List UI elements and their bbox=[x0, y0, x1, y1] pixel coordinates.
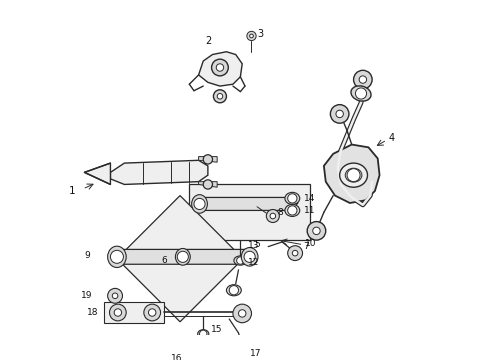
Polygon shape bbox=[196, 197, 298, 211]
Text: 12: 12 bbox=[248, 258, 259, 267]
Text: 14: 14 bbox=[303, 194, 315, 203]
Circle shape bbox=[359, 76, 367, 83]
Text: 10: 10 bbox=[305, 239, 317, 248]
Circle shape bbox=[313, 227, 320, 235]
Circle shape bbox=[217, 94, 223, 99]
Text: 7: 7 bbox=[303, 242, 309, 251]
Polygon shape bbox=[198, 182, 217, 187]
Circle shape bbox=[347, 169, 360, 182]
Ellipse shape bbox=[108, 246, 126, 267]
Circle shape bbox=[199, 330, 207, 338]
Circle shape bbox=[109, 304, 126, 321]
Circle shape bbox=[214, 90, 226, 103]
Circle shape bbox=[233, 304, 251, 323]
Circle shape bbox=[177, 251, 188, 262]
Circle shape bbox=[186, 349, 193, 356]
Ellipse shape bbox=[240, 345, 248, 356]
Text: 9: 9 bbox=[84, 251, 90, 260]
Ellipse shape bbox=[345, 168, 362, 182]
Text: 4: 4 bbox=[389, 133, 395, 143]
Circle shape bbox=[237, 257, 244, 264]
Text: 19: 19 bbox=[81, 291, 92, 300]
Circle shape bbox=[203, 155, 213, 164]
Circle shape bbox=[114, 309, 122, 316]
Text: 11: 11 bbox=[303, 206, 315, 215]
Ellipse shape bbox=[197, 330, 209, 338]
Circle shape bbox=[336, 110, 343, 118]
Circle shape bbox=[354, 70, 372, 89]
Polygon shape bbox=[198, 157, 217, 162]
Bar bbox=[104, 302, 164, 323]
Circle shape bbox=[148, 309, 156, 316]
Circle shape bbox=[355, 88, 367, 99]
Circle shape bbox=[144, 304, 161, 321]
Circle shape bbox=[288, 194, 297, 203]
Circle shape bbox=[293, 250, 298, 256]
Circle shape bbox=[216, 64, 223, 71]
Text: 1: 1 bbox=[69, 186, 75, 196]
Polygon shape bbox=[324, 144, 380, 203]
Circle shape bbox=[112, 293, 118, 298]
Polygon shape bbox=[117, 195, 243, 322]
Circle shape bbox=[212, 59, 228, 76]
Text: 5: 5 bbox=[254, 240, 260, 249]
Circle shape bbox=[307, 221, 326, 240]
Bar bbox=[189, 184, 310, 240]
Circle shape bbox=[267, 210, 279, 222]
Ellipse shape bbox=[351, 86, 371, 101]
Ellipse shape bbox=[175, 248, 190, 265]
Circle shape bbox=[229, 285, 239, 295]
Text: 8: 8 bbox=[277, 208, 283, 217]
Polygon shape bbox=[198, 52, 242, 86]
Ellipse shape bbox=[226, 285, 241, 296]
Circle shape bbox=[270, 213, 276, 219]
Polygon shape bbox=[84, 163, 110, 184]
Circle shape bbox=[249, 34, 253, 38]
Ellipse shape bbox=[234, 256, 247, 265]
Text: 2: 2 bbox=[205, 36, 211, 46]
Circle shape bbox=[108, 288, 122, 303]
Ellipse shape bbox=[285, 204, 300, 216]
Ellipse shape bbox=[183, 348, 196, 357]
Circle shape bbox=[194, 198, 205, 210]
Ellipse shape bbox=[192, 195, 207, 213]
Text: 3: 3 bbox=[257, 29, 263, 39]
Text: 17: 17 bbox=[249, 349, 261, 358]
Circle shape bbox=[239, 310, 246, 317]
Circle shape bbox=[110, 250, 123, 263]
Polygon shape bbox=[110, 160, 208, 184]
Ellipse shape bbox=[340, 163, 368, 187]
Circle shape bbox=[288, 206, 297, 215]
Text: 18: 18 bbox=[87, 308, 98, 317]
Text: 13: 13 bbox=[248, 241, 259, 250]
Text: 6: 6 bbox=[162, 256, 167, 265]
Text: 16: 16 bbox=[171, 354, 182, 360]
Circle shape bbox=[244, 251, 255, 262]
Ellipse shape bbox=[285, 192, 300, 204]
Text: 15: 15 bbox=[211, 325, 222, 334]
Circle shape bbox=[330, 105, 349, 123]
Ellipse shape bbox=[241, 248, 258, 266]
Circle shape bbox=[203, 180, 213, 189]
Polygon shape bbox=[110, 249, 254, 264]
Circle shape bbox=[247, 31, 256, 41]
Circle shape bbox=[288, 246, 302, 261]
